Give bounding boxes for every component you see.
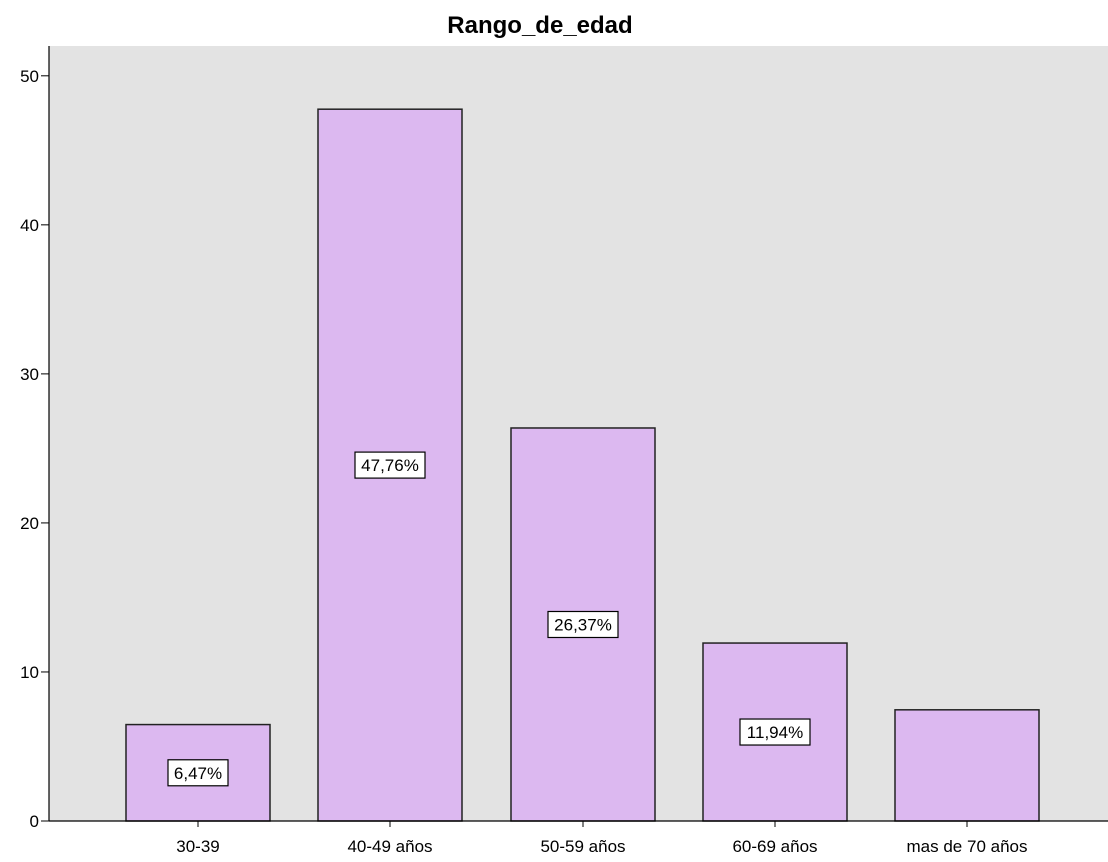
data-label-text-3: 11,94% <box>747 723 803 742</box>
chart-title: Rango_de_edad <box>447 12 632 39</box>
data-label-2: 26,37% <box>547 610 619 639</box>
x-tick-label-2: 50-59 años <box>540 837 625 856</box>
x-tick-label-4: mas de 70 años <box>907 837 1028 856</box>
data-label-text-1: 47,76% <box>361 456 419 475</box>
y-tick-label-1: 10 <box>20 663 39 682</box>
data-label-box-1 <box>354 451 426 479</box>
data-label-text-2: 26,37% <box>554 615 612 634</box>
y-tick-label-4: 40 <box>20 216 39 235</box>
data-label-1: 47,76% <box>354 451 426 479</box>
data-label-3: 11,94% <box>739 718 811 746</box>
data-label-box-2 <box>547 610 619 639</box>
x-tick-label-0: 30-39 <box>176 837 219 856</box>
y-tick-label-3: 30 <box>20 365 39 384</box>
y-tick-label-0: 0 <box>30 812 39 831</box>
data-label-box-3 <box>739 718 811 746</box>
x-tick-label-3: 60-69 años <box>732 837 817 856</box>
axes-layer: 30-39 40-49 años 50-59 años 60-69 años mas d… <box>20 46 1108 856</box>
data-label-text-0: 6,47% <box>174 764 222 783</box>
data-label-box-0 <box>167 759 229 787</box>
y-tick-label-2: 20 <box>20 514 39 533</box>
bar-4 <box>894 709 1040 822</box>
data-labels-layer: 6,47% 47,76% 26,37% 11,94% <box>167 451 811 787</box>
x-tick-label-1: 40-49 años <box>347 837 432 856</box>
data-label-0: 6,47% <box>167 759 229 787</box>
y-tick-label-5: 50 <box>20 67 39 86</box>
